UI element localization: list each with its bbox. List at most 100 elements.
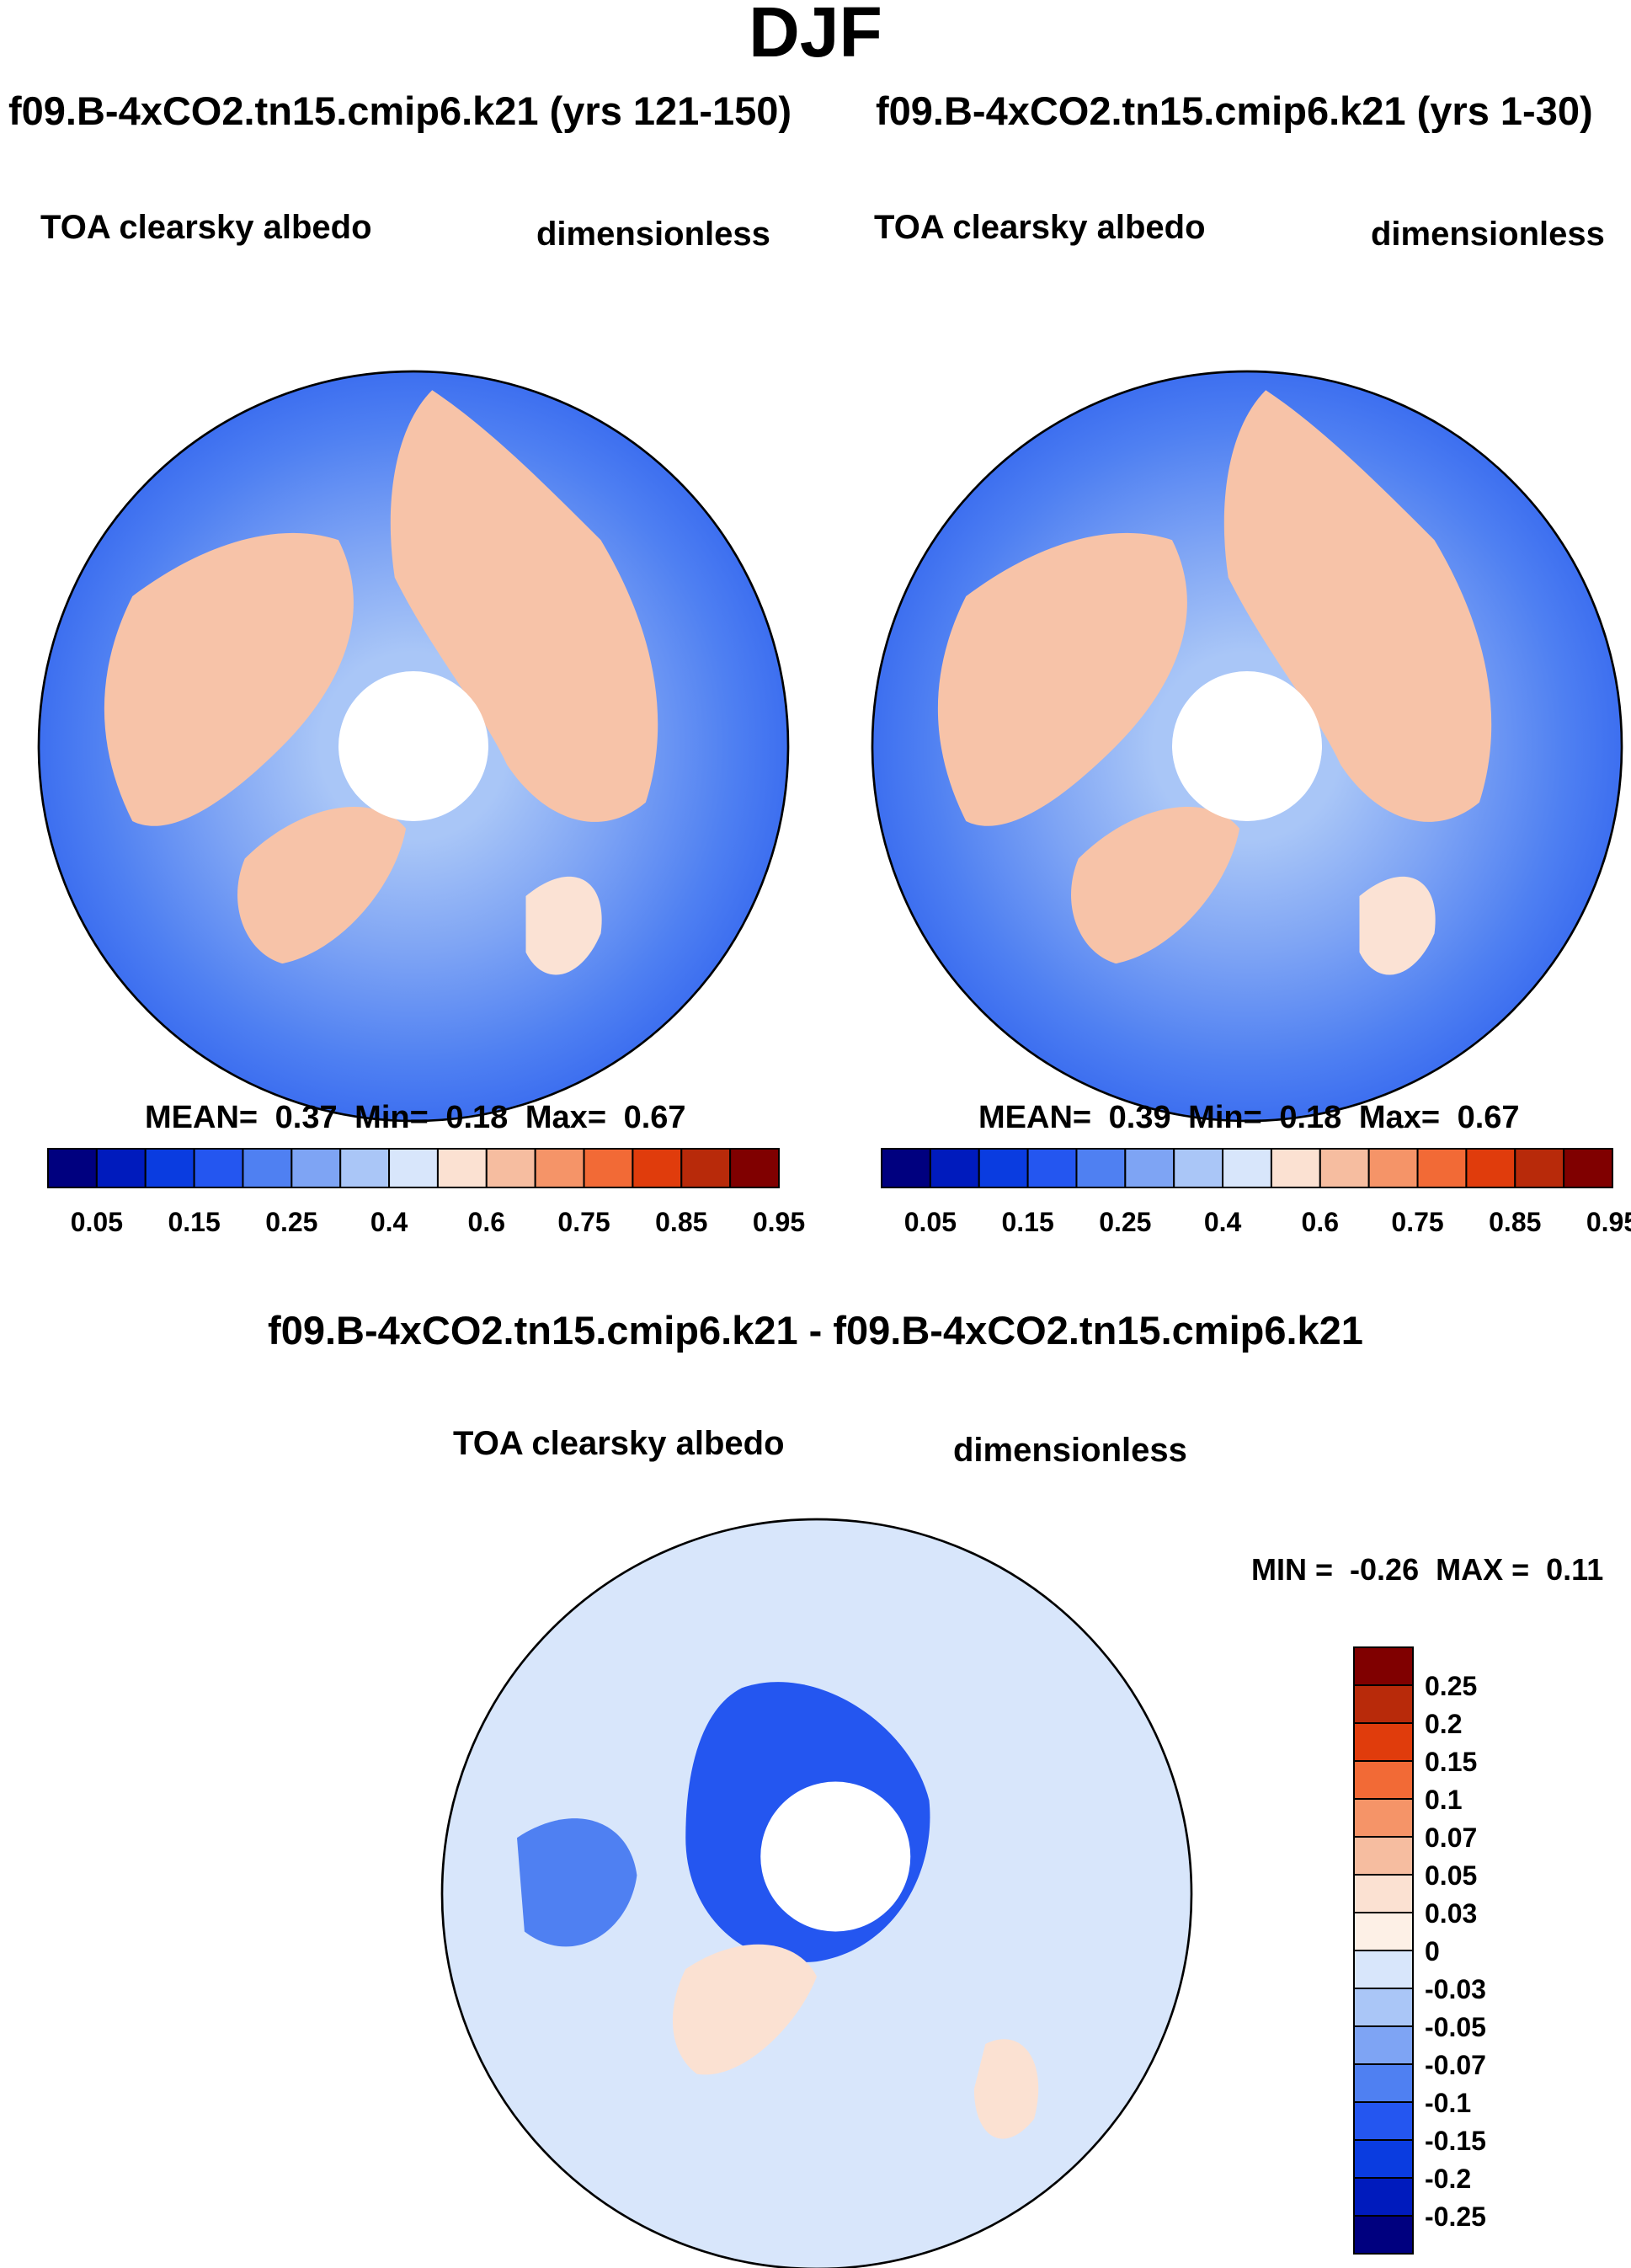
panel2-colorbar-tick-label: 0.95: [1586, 1207, 1631, 1237]
panel1-max-label: Max=: [525, 1100, 607, 1135]
diff-colorbar-tick-label: 0.25: [1425, 1671, 1477, 1701]
diff-colorbar-tick-label: 0.1: [1425, 1785, 1462, 1815]
panel2-colorbar-tick-label: 0.25: [1099, 1207, 1151, 1237]
panel2-colorbar-box: [1075, 1148, 1127, 1188]
diff-units: dimensionless: [953, 1432, 1187, 1469]
panel1-map-border: [37, 370, 790, 1123]
panel1-min-label: Min=: [354, 1100, 429, 1135]
panel2-title: f09.B-4xCO2.tn15.cmip6.k21 (yrs 1-30): [876, 88, 1593, 133]
diff-colorbar-box: [1353, 1912, 1414, 1951]
diff-colorbar-tick-label: 0.15: [1425, 1747, 1477, 1777]
diff-max-label: MAX =: [1436, 1552, 1530, 1587]
diff-colorbar-box: [1353, 2025, 1414, 2065]
diff-colorbar-box: [1353, 1684, 1414, 1724]
diff-colorbar-box: [1353, 1836, 1414, 1876]
panel2-colorbar-tick-label: 0.85: [1489, 1207, 1541, 1237]
diff-colorbar-box: [1353, 1988, 1414, 2027]
diff-colorbar-tick-label: 0: [1425, 1936, 1440, 1966]
diff-scandinavia-increase: [973, 2039, 1039, 2139]
diff-colorbar-box: [1353, 1760, 1414, 1800]
diff-colorbar-tick-label: 0.2: [1425, 1709, 1462, 1739]
panel2-colorbar-box: [1367, 1148, 1419, 1188]
panel1-mean-value: 0.37: [274, 1100, 338, 1135]
diff-map-border: [440, 1518, 1193, 2268]
panel1-greenland-land: [237, 806, 407, 964]
panel1-colorbar-tick-label: 0.15: [168, 1207, 220, 1237]
panel1-pole-hole: [338, 671, 488, 821]
panel2-map-border: [871, 370, 1623, 1123]
diff-min-value: -0.26: [1350, 1552, 1420, 1587]
diff-colorbar-box: [1353, 1874, 1414, 1913]
diff-colorbar-tick-label: -0.05: [1425, 2012, 1486, 2042]
diff-colorbar-tick-label: 0.03: [1425, 1898, 1477, 1929]
panel2-colorbar-tick-label: 0.15: [1001, 1207, 1053, 1237]
panel2-min-value: 0.18: [1279, 1100, 1342, 1135]
panel2-colorbar-box: [881, 1148, 931, 1188]
diff-colorbar-tick-label: 0.07: [1425, 1822, 1477, 1853]
diff-colorbar-box: [1353, 2101, 1414, 2141]
panel1-colorbar-box: [485, 1148, 536, 1188]
panel2-colorbar-box: [1514, 1148, 1565, 1188]
panel2-colorbar-tick-label: 0.75: [1391, 1207, 1443, 1237]
diff-colorbar-box: [1353, 2139, 1414, 2179]
panel1-colorbar-box: [193, 1148, 244, 1188]
diff-colorbar-box: [1353, 1722, 1414, 1762]
panel2-stats: MEAN= 0.39 Min= 0.18 Max= 0.67: [978, 1102, 1520, 1134]
panel2-mean-label: MEAN=: [978, 1100, 1092, 1135]
panel1-colorbar-box: [729, 1148, 781, 1188]
diff-title: f09.B-4xCO2.tn15.cmip6.k21 - f09.B-4xCO2…: [268, 1308, 1363, 1353]
diff-variable: TOA clearsky albedo: [453, 1425, 785, 1462]
diff-colorbar-box: [1353, 1798, 1414, 1838]
panel1-mean-label: MEAN=: [145, 1100, 259, 1135]
panel2-colorbar-tick-label: 0.4: [1204, 1207, 1242, 1237]
diff-greenland-increase: [672, 1944, 817, 2075]
diff-stats: MIN = -0.26 MAX = 0.11: [1251, 1555, 1603, 1585]
panel1-colorbar-box: [632, 1148, 683, 1188]
diff-pole-hole: [760, 1781, 911, 1932]
diff-max-value: 0.11: [1546, 1552, 1604, 1587]
diff-colorbar-box: [1353, 2215, 1414, 2255]
diff-min-label: MIN =: [1251, 1552, 1334, 1587]
panel2-colorbar-tick-label: 0.05: [904, 1207, 957, 1237]
panel1-eurasia-land: [390, 390, 658, 822]
panel1-max-value: 0.67: [623, 1100, 686, 1135]
panel1-colorbar-tick-label: 0.6: [468, 1207, 505, 1237]
panel1-title: f09.B-4xCO2.tn15.cmip6.k21 (yrs 121-150): [8, 88, 792, 133]
panel2-colorbar-tick-label: 0.6: [1302, 1207, 1339, 1237]
diff-colorbar-tick-label: -0.07: [1425, 2050, 1486, 2080]
diff-colorbar-box: [1353, 2063, 1414, 2103]
panel1-variable: TOA clearsky albedo: [40, 209, 372, 246]
panel1-colorbar-tick-label: 0.75: [557, 1207, 610, 1237]
panel1-colorbar-box: [436, 1148, 488, 1188]
panel2-pole-hole: [1172, 671, 1322, 821]
panel2-units: dimensionless: [1371, 216, 1605, 253]
panel2-eurasia-land: [1223, 390, 1492, 822]
panel2-min-label: Min=: [1188, 1100, 1262, 1135]
panel2-variable: TOA clearsky albedo: [874, 209, 1206, 246]
panel2-max-value: 0.67: [1457, 1100, 1520, 1135]
diff-colorbar-box: [1353, 1950, 1414, 1989]
panel1-north-america-land: [104, 532, 354, 826]
diff-hudson-decrease: [517, 1818, 637, 1947]
diff-colorbar-box: [1353, 1646, 1414, 1686]
panel2-colorbar-box: [1416, 1148, 1468, 1188]
panel2-europe-land: [1359, 876, 1436, 975]
panel2-mean-value: 0.39: [1108, 1100, 1171, 1135]
diff-colorbar-tick-label: -0.15: [1425, 2126, 1486, 2156]
panel2-greenland-land: [1071, 806, 1240, 964]
panel2-colorbar-box: [1222, 1148, 1272, 1188]
panel1-colorbar-tick-label: 0.4: [370, 1207, 408, 1237]
panel1-colorbar-tick-label: 0.05: [71, 1207, 123, 1237]
panel2-colorbar-box: [1319, 1148, 1370, 1188]
diff-colorbar-tick-label: -0.2: [1425, 2164, 1471, 2194]
diff-colorbar-box: [1353, 2177, 1414, 2217]
panel1-colorbar-tick-label: 0.95: [753, 1207, 805, 1237]
panel1-europe-land: [525, 876, 602, 975]
panel1-colorbar-box: [534, 1148, 585, 1188]
panel2-north-america-land: [937, 532, 1187, 826]
